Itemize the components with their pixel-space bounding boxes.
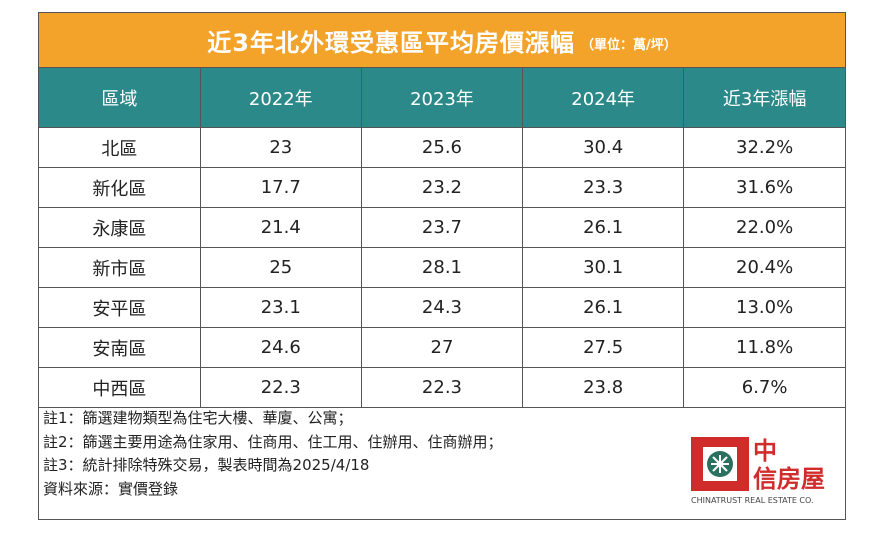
note-line: 註1：篩選建物類型為住宅大樓、華廈、公寓；: [43, 409, 353, 427]
table-cell: 23.8: [522, 367, 685, 408]
table-cell: 25.6: [360, 127, 524, 168]
table-cell: 17.7: [199, 167, 362, 208]
note-line: 註2：篩選主要用途為住家用、住商用、住工用、住辦用、住商辦用；: [43, 432, 503, 451]
table-cell: 永康區: [39, 207, 201, 248]
table-body: 北區 23 25.6 30.4 32.2% 新化區 17.7 23.2 23.3 31.6% 永康區…: [39, 127, 845, 408]
table-cell: 安南區: [39, 327, 201, 368]
table-cell: 25: [199, 247, 362, 288]
table-cell: 21.4: [199, 207, 362, 248]
column-header: 2022年: [199, 68, 362, 128]
table-cell: 26.1: [522, 207, 685, 248]
table-cell: 28.1: [360, 247, 524, 288]
table-cell: 23.2: [360, 167, 524, 208]
note-line: 資料來源：實價登錄: [43, 479, 179, 498]
notes: 註1：篩選建物類型為住宅大樓、華廈、公寓； 註2：篩選主要用途為住家用、住商用、住…: [43, 407, 503, 501]
header-row: 區域 2022年 2023年 2024年 近3年漲幅: [39, 68, 845, 128]
table-cell: 安平區: [39, 287, 201, 328]
table-row: 永康區 21.4 23.7 26.1 22.0%: [39, 207, 845, 248]
table-cell: 27.5: [522, 327, 685, 368]
table-cell: 北區: [39, 127, 201, 168]
subtitle: （單位：萬/坪）: [580, 37, 677, 53]
column-header: 區域: [39, 68, 201, 128]
table-cell: 23.1: [199, 287, 362, 328]
table-card: 近3年北外環受惠區平均房價漲幅 （單位：萬/坪） 區域 2022年 2023年 202…: [38, 12, 846, 520]
table-row: 安平區 23.1 24.3 26.1 13.0%: [39, 287, 845, 328]
data-table: 區域 2022年 2023年 2024年 近3年漲幅 北區 23 25.6 30.4 32.2% 新…: [39, 68, 845, 408]
logo: 中 信房屋 CHINATRUST REAL ESTATE CO.: [691, 437, 825, 505]
table-cell: 23: [199, 127, 362, 168]
table-cell: 20.4%: [683, 247, 845, 288]
note-line: 註3：統計排除特殊交易，製表時間為2025/4/18: [43, 456, 370, 474]
table-cell: 新市區: [39, 247, 201, 288]
table-cell: 23.7: [360, 207, 524, 248]
logo-line1: 中: [753, 437, 777, 465]
table-cell: 24.6: [199, 327, 362, 368]
table-cell: 22.3: [360, 367, 524, 408]
table-cell: 11.8%: [683, 327, 845, 368]
table-cell: 24.3: [360, 287, 524, 328]
table-cell: 23.3: [522, 167, 685, 208]
table-row: 安南區 24.6 27 27.5 11.8%: [39, 327, 845, 368]
table-row: 新化區 17.7 23.2 23.3 31.6%: [39, 167, 845, 208]
column-header: 2023年: [360, 68, 524, 128]
table-cell: 6.7%: [683, 367, 845, 408]
table-cell: 30.4: [522, 127, 685, 168]
logo-line2: 信房屋: [753, 465, 825, 493]
table-row: 中西區 22.3 22.3 23.8 6.7%: [39, 367, 845, 408]
column-header: 近3年漲幅: [683, 68, 845, 128]
table-cell: 30.1: [522, 247, 685, 288]
column-header: 2024年: [522, 68, 685, 128]
table-cell: 26.1: [522, 287, 685, 328]
table-row: 北區 23 25.6 30.4 32.2%: [39, 127, 845, 168]
table-cell: 22.3: [199, 367, 362, 408]
table-cell: 31.6%: [683, 167, 845, 208]
table-cell: 13.0%: [683, 287, 845, 328]
table-cell: 22.0%: [683, 207, 845, 248]
logo-english: CHINATRUST REAL ESTATE CO.: [691, 496, 814, 505]
table-cell: 新化區: [39, 167, 201, 208]
logo-globe-lines: [711, 455, 729, 473]
title-bar: 近3年北外環受惠區平均房價漲幅 （單位：萬/坪）: [39, 13, 845, 68]
table-row: 新市區 25 28.1 30.1 20.4%: [39, 247, 845, 288]
table-cell: 中西區: [39, 367, 201, 408]
table-cell: 27: [360, 327, 524, 368]
table-cell: 32.2%: [683, 127, 845, 168]
title: 近3年北外環受惠區平均房價漲幅: [207, 28, 575, 57]
